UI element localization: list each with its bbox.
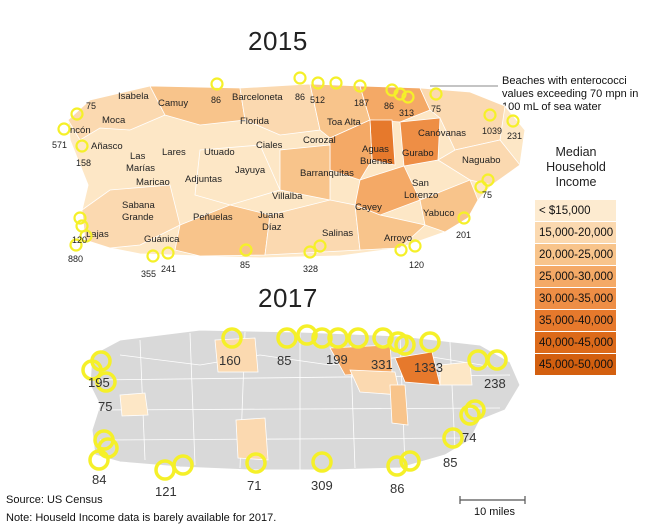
svg-text:Yabuco: Yabuco bbox=[423, 208, 455, 219]
svg-text:512: 512 bbox=[310, 95, 325, 105]
svg-text:Buenas: Buenas bbox=[360, 156, 392, 167]
svg-text:313: 313 bbox=[399, 108, 414, 118]
svg-text:Peñuelas: Peñuelas bbox=[193, 212, 233, 223]
year-title-2017: 2017 bbox=[258, 283, 318, 313]
svg-text:Lajas: Lajas bbox=[86, 229, 109, 240]
svg-text:201: 201 bbox=[456, 230, 471, 240]
svg-text:86: 86 bbox=[390, 481, 404, 496]
svg-text:Utuado: Utuado bbox=[204, 147, 235, 158]
svg-text:Camuy: Camuy bbox=[158, 98, 188, 109]
svg-text:Guánica: Guánica bbox=[144, 234, 180, 245]
svg-text:160: 160 bbox=[219, 353, 241, 368]
svg-text:199: 199 bbox=[326, 352, 348, 367]
svg-text:Toa Alta: Toa Alta bbox=[327, 117, 362, 128]
legend-item: 35,000-40,000 bbox=[535, 310, 616, 332]
svg-text:Moca: Moca bbox=[102, 115, 126, 126]
svg-text:Barranquitas: Barranquitas bbox=[300, 168, 354, 179]
svg-text:Lares: Lares bbox=[162, 147, 186, 158]
svg-text:121: 121 bbox=[155, 484, 177, 499]
svg-text:Añasco: Añasco bbox=[91, 141, 123, 152]
svg-text:Salinas: Salinas bbox=[322, 228, 353, 239]
svg-text:Grande: Grande bbox=[122, 212, 154, 223]
svg-text:158: 158 bbox=[76, 158, 91, 168]
svg-text:Aguas: Aguas bbox=[362, 144, 389, 155]
muni-label: Isabela bbox=[118, 91, 149, 102]
year-title-2015: 2015 bbox=[248, 26, 308, 56]
svg-text:71: 71 bbox=[247, 478, 261, 493]
svg-text:86: 86 bbox=[295, 92, 305, 102]
legend-item: 15,000-20,000 bbox=[535, 222, 616, 244]
svg-text:Corozal: Corozal bbox=[303, 135, 336, 146]
svg-text:75: 75 bbox=[482, 190, 492, 200]
svg-text:Jayuya: Jayuya bbox=[235, 165, 266, 176]
svg-text:120: 120 bbox=[409, 260, 424, 270]
svg-text:Ciales: Ciales bbox=[256, 140, 283, 151]
svg-text:Arroyo: Arroyo bbox=[384, 233, 412, 244]
legend-item: 20,000-25,000 bbox=[535, 244, 616, 266]
legend-item: 25,000-30,000 bbox=[535, 266, 616, 288]
legend-item: 30,000-35,000 bbox=[535, 288, 616, 310]
svg-text:241: 241 bbox=[161, 264, 176, 274]
svg-text:86: 86 bbox=[384, 101, 394, 111]
svg-text:San: San bbox=[412, 178, 429, 189]
svg-text:75: 75 bbox=[98, 399, 112, 414]
svg-text:309: 309 bbox=[311, 478, 333, 493]
source-note: Source: US Census bbox=[6, 494, 103, 506]
svg-text:85: 85 bbox=[277, 353, 291, 368]
legend-title: Median Household Income bbox=[546, 145, 606, 189]
svg-text:Juana: Juana bbox=[258, 210, 285, 221]
svg-text:Gurabo: Gurabo bbox=[402, 148, 434, 159]
svg-text:880: 880 bbox=[68, 254, 83, 264]
svg-text:238: 238 bbox=[484, 376, 506, 391]
svg-text:75: 75 bbox=[431, 104, 441, 114]
svg-text:Las: Las bbox=[130, 151, 146, 162]
svg-text:74: 74 bbox=[462, 430, 476, 445]
svg-text:Sabana: Sabana bbox=[122, 200, 155, 211]
data-note: Note: Houseld Income data is barely avai… bbox=[6, 512, 277, 524]
svg-text:331: 331 bbox=[371, 357, 393, 372]
svg-text:ncón: ncón bbox=[70, 125, 91, 136]
svg-text:Villalba: Villalba bbox=[272, 191, 303, 202]
svg-text:Florida: Florida bbox=[240, 116, 270, 127]
svg-text:75: 75 bbox=[86, 101, 96, 111]
scale-label: 10 miles bbox=[474, 506, 515, 518]
svg-text:Maricao: Maricao bbox=[136, 177, 170, 188]
svg-text:1039: 1039 bbox=[482, 126, 502, 136]
svg-text:Barceloneta: Barceloneta bbox=[232, 92, 283, 103]
beaches-callout: Beaches with enterococci values exceedin… bbox=[502, 75, 639, 113]
svg-text:Canóvanas: Canóvanas bbox=[418, 128, 466, 139]
svg-text:Cayey: Cayey bbox=[355, 202, 382, 213]
svg-text:86: 86 bbox=[211, 95, 221, 105]
svg-text:Naguabo: Naguabo bbox=[462, 155, 501, 166]
legend-item: 45,000-50,000 bbox=[535, 354, 616, 376]
svg-text:231: 231 bbox=[507, 131, 522, 141]
svg-text:Lorenzo: Lorenzo bbox=[404, 190, 438, 201]
svg-text:Marías: Marías bbox=[126, 163, 155, 174]
svg-text:571: 571 bbox=[52, 140, 67, 150]
svg-text:120: 120 bbox=[72, 235, 87, 245]
svg-text:85: 85 bbox=[443, 455, 457, 470]
svg-text:Adjuntas: Adjuntas bbox=[185, 174, 222, 185]
svg-text:85: 85 bbox=[240, 260, 250, 270]
legend-item: < $15,000 bbox=[535, 200, 616, 222]
svg-text:1333: 1333 bbox=[414, 360, 443, 375]
legend-item: 40,000-45,000 bbox=[535, 332, 616, 354]
svg-text:Díaz: Díaz bbox=[262, 222, 282, 233]
svg-text:328: 328 bbox=[303, 264, 318, 274]
svg-text:84: 84 bbox=[92, 472, 106, 487]
svg-text:187: 187 bbox=[354, 98, 369, 108]
svg-text:355: 355 bbox=[141, 269, 156, 279]
svg-text:195: 195 bbox=[88, 375, 110, 390]
